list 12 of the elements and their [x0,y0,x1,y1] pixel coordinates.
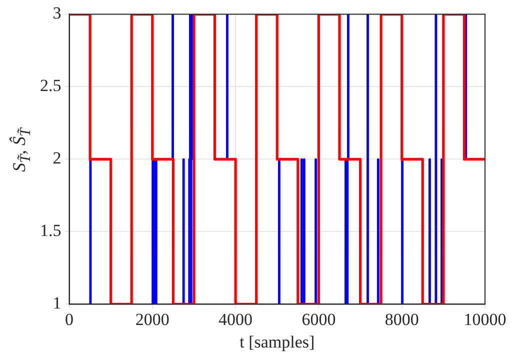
x-tick-label: 10000 [464,310,506,329]
x-tick-label: 8000 [384,310,419,329]
y-tick-label: 1.5 [40,221,62,240]
x-tick-label: 6000 [302,310,336,329]
y-tick-label: 3 [52,4,62,23]
x-tick-label: 2000 [135,310,170,329]
x-tick-label: 0 [65,310,74,329]
y-tick-label: 2.5 [40,76,62,96]
y-tick-label: 2 [52,148,62,168]
x-tick-label: 4000 [218,310,253,329]
x-axis-title: t [samples] [240,332,315,352]
y-tick-label: 1 [52,294,62,313]
